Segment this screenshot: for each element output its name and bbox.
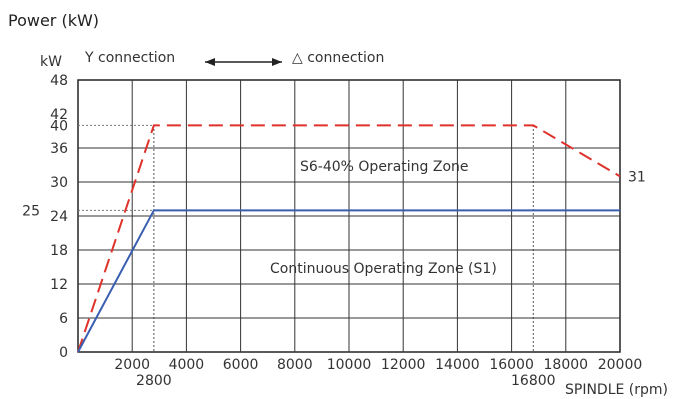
s6-zone-label: S6-40% Operating Zone bbox=[300, 159, 469, 175]
delta-connection-label: △ connection bbox=[292, 50, 384, 66]
x-axis-ticks: 2000 4000 6000 8000 10000 12000 14000 16000 1800… bbox=[114, 357, 642, 389]
y-tick-label: 30 bbox=[50, 175, 68, 191]
y-tick-label: 48 bbox=[50, 73, 68, 89]
x-tick-label: 4000 bbox=[169, 357, 205, 373]
x-tick-label: 12000 bbox=[381, 357, 426, 373]
s6-40-series-line bbox=[77, 124, 621, 353]
y-tick-label: 36 bbox=[50, 141, 68, 157]
x-tick-label: 14000 bbox=[435, 357, 480, 373]
series-end-label: 31 bbox=[628, 169, 646, 185]
y-extra-tick-label: 25 bbox=[22, 203, 40, 219]
x-tick-label: 10000 bbox=[327, 357, 372, 373]
x-tick-label: 20000 bbox=[598, 357, 643, 373]
y-tick-label: 40 bbox=[50, 118, 68, 134]
y-tick-label: 6 bbox=[59, 311, 68, 327]
x-axis-label: SPINDLE (rpm) bbox=[565, 382, 668, 398]
y-tick-label: 12 bbox=[50, 277, 68, 293]
x-extra-tick-label: 16800 bbox=[511, 373, 556, 389]
x-tick-label: 6000 bbox=[223, 357, 259, 373]
s1-series-line bbox=[77, 209, 620, 353]
x-extra-tick-label: 2800 bbox=[136, 373, 172, 389]
y-tick-label: 42 bbox=[50, 107, 68, 123]
y-tick-label: 24 bbox=[50, 209, 68, 225]
grid bbox=[77, 79, 621, 353]
x-tick-label: 8000 bbox=[277, 357, 313, 373]
y-tick-label: 0 bbox=[59, 345, 68, 361]
series-group: 31 bbox=[77, 124, 646, 353]
x-tick-label: 2000 bbox=[114, 357, 150, 373]
y-axis-label: kW bbox=[40, 54, 62, 70]
s1-zone-label: Continuous Operating Zone (S1) bbox=[270, 261, 497, 277]
x-tick-label: 16000 bbox=[489, 357, 534, 373]
x-tick-label: 18000 bbox=[544, 357, 589, 373]
chart-title: Power (kW) bbox=[8, 11, 99, 30]
y-tick-label: 18 bbox=[50, 243, 68, 259]
y-connection-label: Y connection bbox=[84, 50, 175, 66]
connection-arrow-icon bbox=[205, 58, 282, 66]
